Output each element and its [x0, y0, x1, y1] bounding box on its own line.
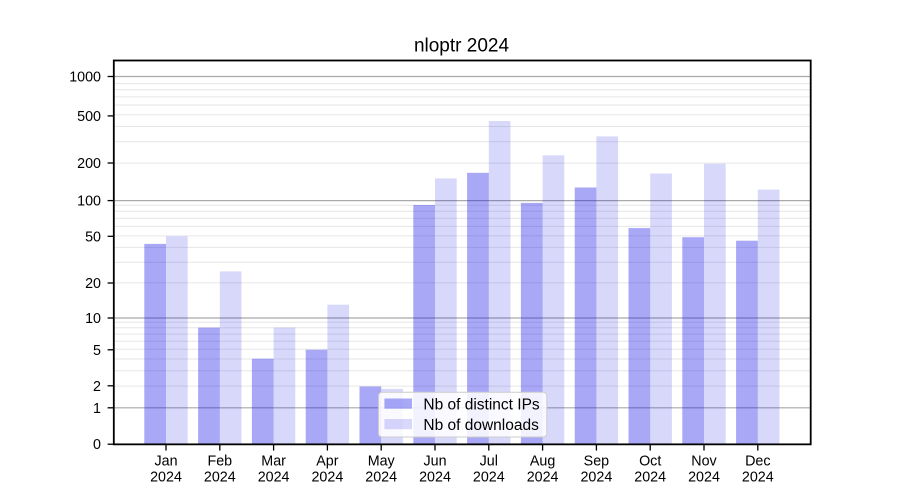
svg-text:Oct: Oct	[639, 454, 661, 470]
svg-text:Jul: Jul	[480, 454, 498, 470]
svg-text:nloptr 2024: nloptr 2024	[414, 35, 510, 56]
svg-text:Jan: Jan	[154, 454, 177, 470]
svg-text:2024: 2024	[150, 470, 182, 486]
svg-text:2: 2	[93, 379, 101, 395]
svg-text:500: 500	[77, 109, 101, 125]
svg-text:2024: 2024	[204, 470, 236, 486]
svg-text:200: 200	[77, 156, 101, 172]
svg-text:2024: 2024	[580, 470, 612, 486]
svg-text:Dec: Dec	[745, 454, 770, 470]
svg-text:Jun: Jun	[423, 454, 446, 470]
svg-text:5: 5	[93, 343, 101, 359]
svg-text:Nov: Nov	[691, 454, 717, 470]
svg-text:1000: 1000	[69, 70, 101, 86]
svg-text:Nb of downloads: Nb of downloads	[423, 417, 539, 434]
svg-text:Sep: Sep	[584, 454, 609, 470]
svg-text:2024: 2024	[258, 470, 290, 486]
svg-text:0: 0	[93, 437, 101, 453]
svg-text:Aug: Aug	[530, 454, 555, 470]
svg-text:2024: 2024	[419, 470, 451, 486]
svg-text:Feb: Feb	[207, 454, 232, 470]
svg-text:Nb of distinct IPs: Nb of distinct IPs	[423, 396, 540, 413]
svg-text:Mar: Mar	[261, 454, 286, 470]
svg-text:May: May	[368, 454, 396, 470]
svg-text:2024: 2024	[634, 470, 666, 486]
svg-text:Apr: Apr	[316, 454, 338, 470]
svg-text:2024: 2024	[742, 470, 774, 486]
svg-text:50: 50	[85, 229, 101, 245]
svg-text:2024: 2024	[365, 470, 397, 486]
svg-text:2024: 2024	[527, 470, 559, 486]
svg-text:1: 1	[93, 401, 101, 417]
svg-text:2024: 2024	[688, 470, 720, 486]
svg-text:2024: 2024	[473, 470, 505, 486]
svg-text:100: 100	[77, 194, 101, 210]
svg-text:10: 10	[85, 311, 101, 327]
svg-text:20: 20	[85, 276, 101, 292]
svg-text:2024: 2024	[311, 470, 343, 486]
